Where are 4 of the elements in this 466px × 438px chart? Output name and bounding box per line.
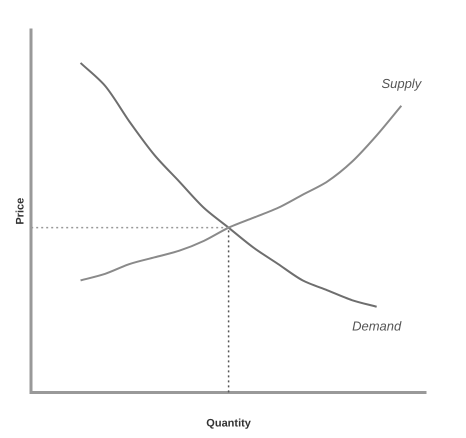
series-label: Demand [352, 318, 402, 334]
y-axis-title: Price [14, 198, 27, 225]
x-axis-title: Quantity [206, 417, 252, 430]
series-label: Supply [381, 76, 423, 91]
